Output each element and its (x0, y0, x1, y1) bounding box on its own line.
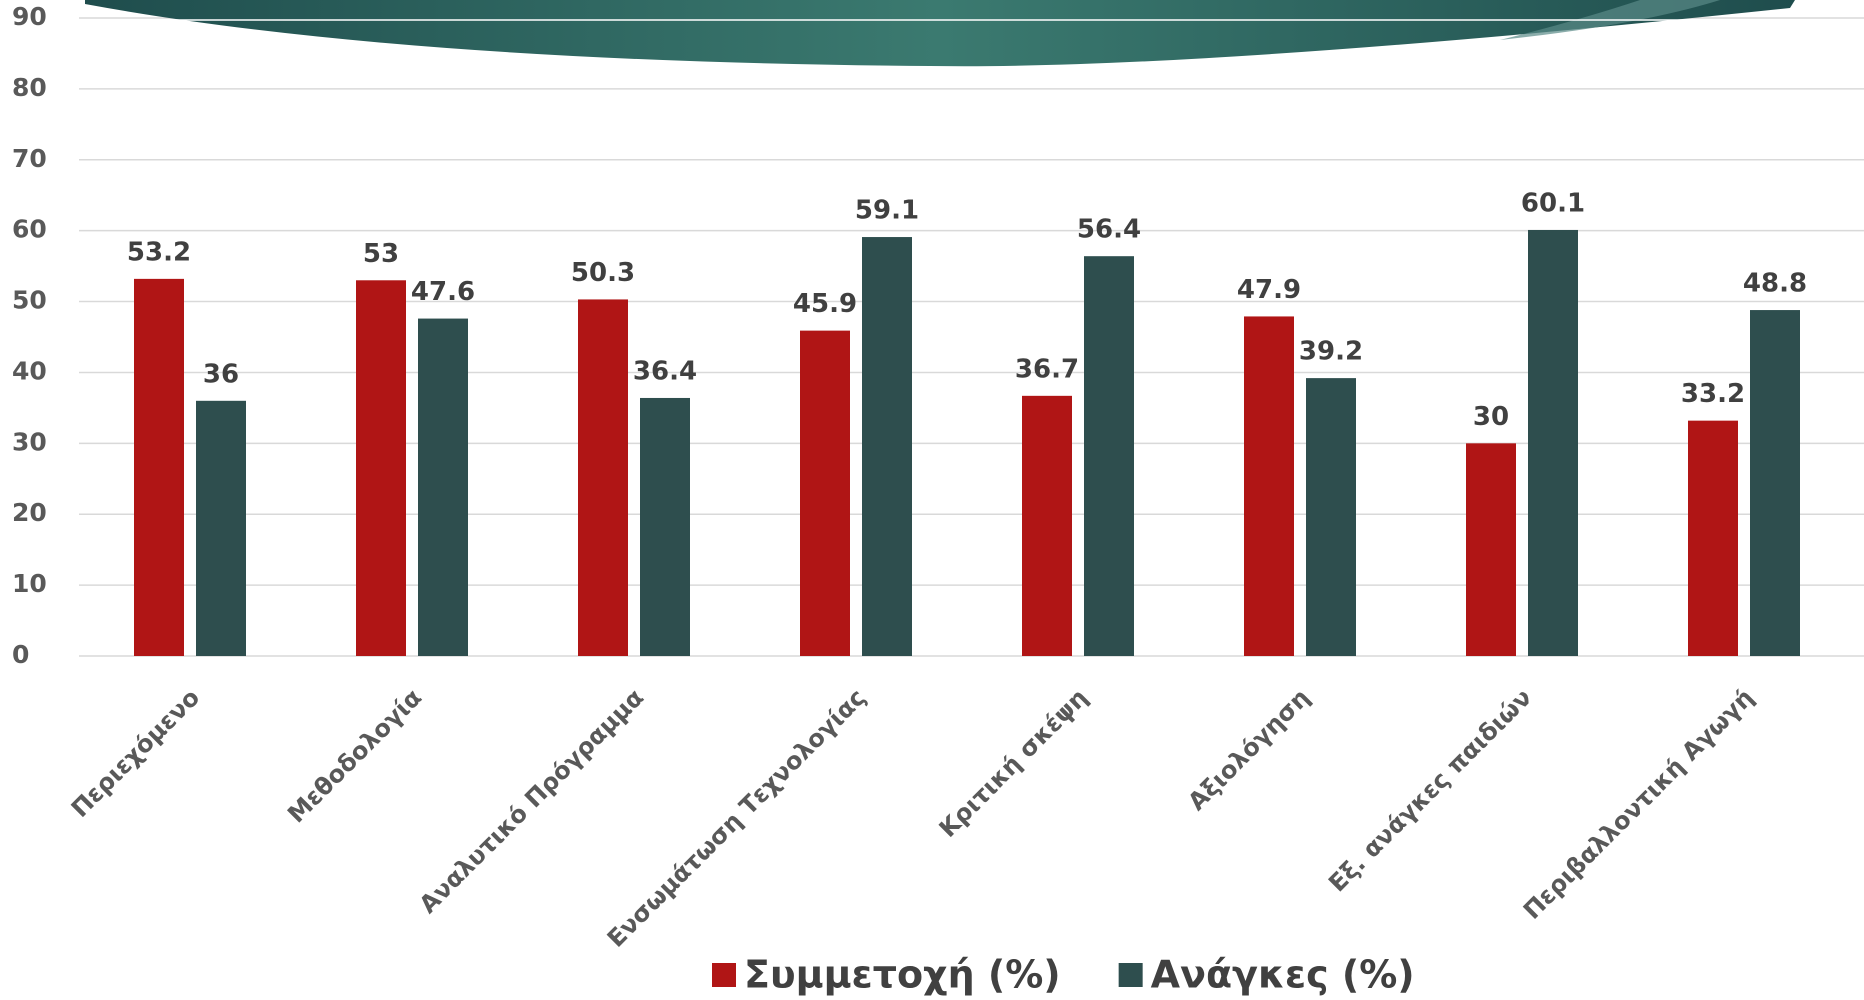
x-tick-label: Μεθοδολογία (282, 683, 427, 828)
y-tick-label: 20 (12, 498, 47, 527)
data-label: 53.2 (127, 237, 191, 267)
x-tick-label: Περιεχόμενο (66, 683, 205, 822)
data-label: 36.4 (633, 356, 697, 386)
data-label: 47.9 (1237, 275, 1301, 305)
legend-swatch (712, 963, 736, 987)
bar (1244, 316, 1294, 656)
bar (1022, 396, 1072, 656)
bar (800, 331, 850, 656)
data-label: 33.2 (1681, 379, 1745, 409)
bar (640, 398, 690, 656)
data-label: 47.6 (411, 277, 475, 307)
data-label: 60.1 (1521, 188, 1585, 218)
y-tick-label: 80 (12, 73, 47, 102)
legend-label: Συμμετοχή (%) (744, 953, 1061, 997)
y-tick-label: 0 (12, 640, 29, 669)
data-label: 53 (363, 239, 399, 269)
data-label: 30 (1473, 402, 1509, 432)
y-tick-label: 60 (12, 215, 47, 244)
bar (134, 279, 184, 656)
legend-label: Ανάγκες (%) (1151, 953, 1415, 997)
bar (418, 319, 468, 656)
x-tick-label: Αναλυτικό Πρόγραμμα (414, 683, 649, 918)
y-tick-label: 30 (12, 427, 47, 456)
data-label: 56.4 (1077, 215, 1141, 245)
data-label: 36 (203, 359, 239, 389)
chart: 0 10 20 30 40 50 60 70 80 90 Περιεχόμενο 53.2 36 Μεθο… (0, 0, 1864, 1000)
bar (1688, 421, 1738, 656)
legend-swatch (1119, 963, 1143, 987)
bar (1750, 310, 1800, 656)
bar (862, 237, 912, 656)
bar (1528, 230, 1578, 656)
bar (578, 299, 628, 656)
bar (196, 401, 246, 656)
y-tick-label: 40 (12, 356, 47, 385)
data-label: 45.9 (793, 289, 857, 319)
data-label: 36.7 (1015, 354, 1079, 384)
y-tick-label: 90 (12, 2, 47, 31)
bar (356, 280, 406, 656)
x-tick-label: Ενσωμάτωση Τεχνολογίας (602, 683, 871, 952)
y-tick-label: 50 (12, 286, 47, 315)
bar (1306, 378, 1356, 656)
data-label: 48.8 (1743, 269, 1807, 299)
data-label: 50.3 (571, 258, 635, 288)
x-tick-label: Αξιολόγηση (1183, 683, 1316, 816)
x-tick-label: Κριτική σκέψη (934, 683, 1093, 842)
y-tick-label: 10 (12, 569, 47, 598)
x-tick-label: Εξ. ανάγκες παιδιών (1323, 683, 1537, 897)
bar (1466, 443, 1516, 656)
data-label: 59.1 (855, 196, 919, 226)
x-tick-label: Περιβαλλοντική Αγωγή (1518, 683, 1759, 924)
y-tick-label: 70 (12, 144, 47, 173)
data-label: 39.2 (1299, 337, 1363, 367)
bar (1084, 256, 1134, 656)
